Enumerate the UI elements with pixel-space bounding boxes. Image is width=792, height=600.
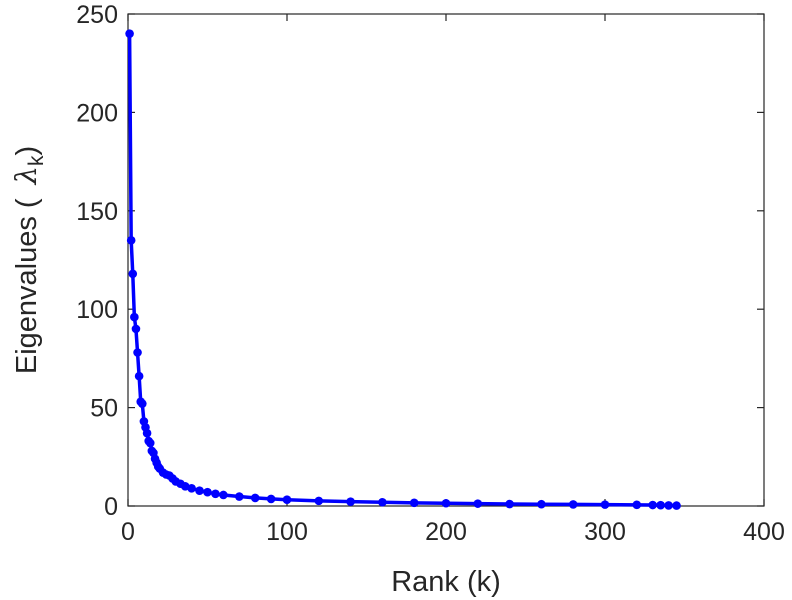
data-point xyxy=(203,487,212,497)
data-point xyxy=(142,428,152,438)
data-point xyxy=(537,499,546,509)
x-tick-label: 200 xyxy=(425,518,467,546)
data-point xyxy=(378,497,387,507)
y-axis-ticks: 0 50 100 150 200 250 xyxy=(76,1,764,521)
data-point xyxy=(346,497,355,506)
data-point xyxy=(568,500,578,509)
data-point xyxy=(656,500,665,510)
x-tick-label: 100 xyxy=(266,518,308,546)
y-tick-label: 50 xyxy=(90,395,118,423)
data-point xyxy=(441,498,451,508)
x-axis-label: Rank (k) xyxy=(391,566,501,598)
x-tick-label: 0 xyxy=(121,518,135,546)
data-point xyxy=(409,498,419,508)
data-point xyxy=(133,348,142,357)
data-point xyxy=(128,269,138,279)
data-point xyxy=(211,489,220,499)
y-axis-label-prefix: Eigenvalues ( xyxy=(11,198,43,374)
data-point xyxy=(125,29,134,38)
y-axis-label: Eigenvalues ( λk) xyxy=(9,146,48,374)
data-point xyxy=(664,501,673,510)
data-point xyxy=(145,438,155,448)
data-point xyxy=(187,483,196,493)
y-axis-label-symbol: λ xyxy=(9,166,43,185)
data-point xyxy=(600,500,610,509)
y-tick-label: 200 xyxy=(76,99,118,127)
data-point xyxy=(131,324,141,334)
x-axis-ticks: 0 100 200 300 400 xyxy=(121,14,785,546)
y-axis-label-subscript: k xyxy=(25,155,48,166)
data-point xyxy=(134,371,144,381)
y-tick-label: 100 xyxy=(76,296,118,324)
x-tick-label: 300 xyxy=(584,518,626,546)
y-tick-label: 0 xyxy=(104,493,118,521)
data-point xyxy=(250,493,260,503)
data-point xyxy=(672,501,681,510)
data-point xyxy=(632,500,642,510)
data-point xyxy=(126,236,136,245)
data-point xyxy=(219,490,228,500)
data-point xyxy=(505,499,514,509)
x-tick-label: 400 xyxy=(743,518,785,546)
data-point xyxy=(266,494,276,504)
data-point xyxy=(195,486,204,495)
y-axis-label-suffix: ) xyxy=(11,146,43,156)
plot-area xyxy=(127,13,765,507)
data-point xyxy=(314,496,324,506)
data-point xyxy=(138,399,147,408)
data-point xyxy=(130,312,139,322)
y-tick-label: 150 xyxy=(76,198,118,226)
series-layer xyxy=(125,29,681,510)
data-point xyxy=(473,499,483,508)
data-point xyxy=(282,495,292,505)
data-point xyxy=(235,492,244,501)
y-tick-label: 250 xyxy=(76,1,118,29)
data-point xyxy=(648,500,657,510)
